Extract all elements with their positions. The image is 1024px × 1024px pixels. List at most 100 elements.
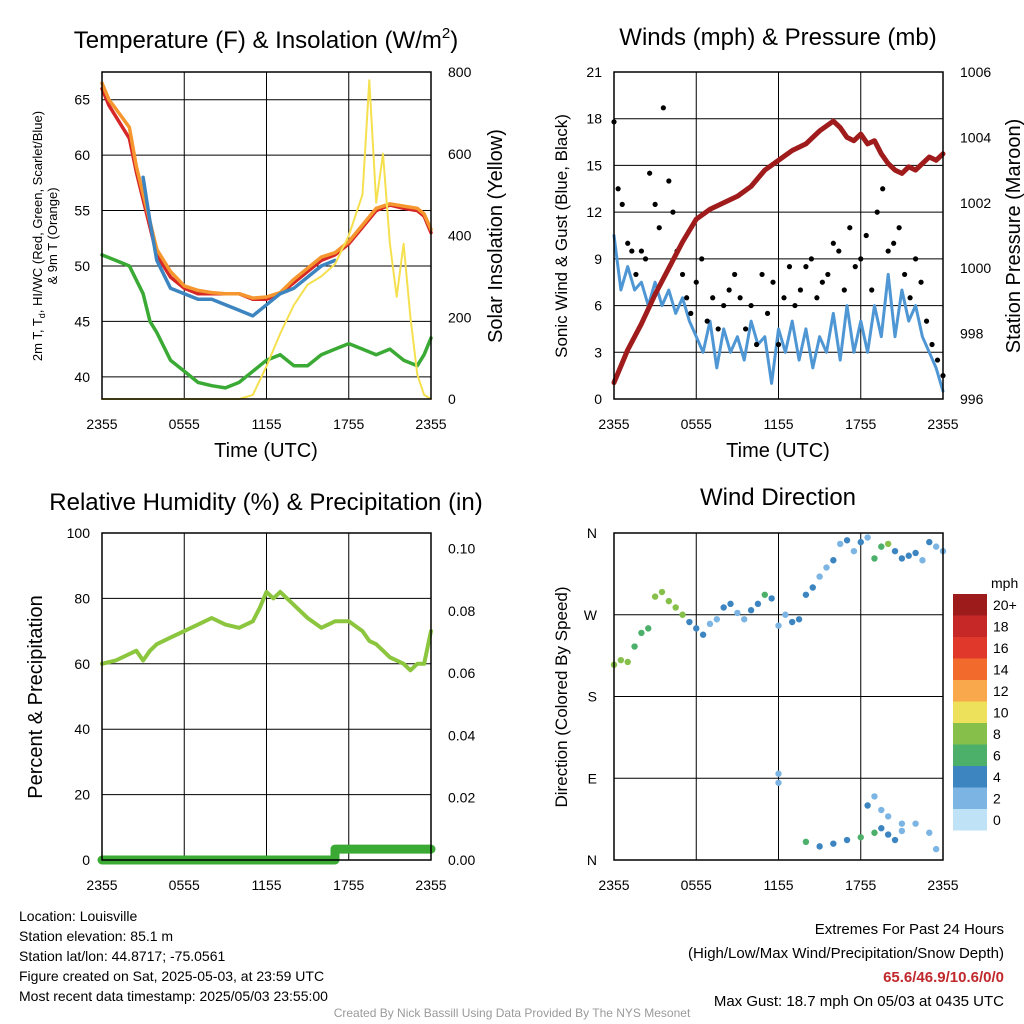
y2-tick-label: 1006 bbox=[960, 64, 991, 80]
direction-point bbox=[912, 820, 919, 827]
direction-point bbox=[775, 779, 782, 786]
y-tick-label: 80 bbox=[74, 590, 90, 606]
legend-label: 8 bbox=[993, 726, 1001, 742]
extremes-subtitle: (High/Low/Max Wind/Precipitation/Snow De… bbox=[688, 945, 1004, 962]
legend-label: 14 bbox=[993, 662, 1009, 678]
gust-point bbox=[625, 240, 631, 246]
direction-point bbox=[802, 838, 810, 846]
direction-point bbox=[905, 552, 912, 559]
direction-point bbox=[836, 540, 844, 548]
gust-point bbox=[704, 318, 710, 324]
gust-point bbox=[642, 256, 649, 262]
direction-point bbox=[857, 834, 864, 841]
temperature-panel: Temperature (F) & Insolation (W/m2) 2355… bbox=[30, 25, 507, 462]
direction-point bbox=[898, 820, 906, 827]
temperature-plot-frame bbox=[101, 71, 432, 400]
hi-wc-line bbox=[141, 175, 337, 318]
direction-point bbox=[727, 600, 734, 608]
gust-point bbox=[891, 240, 897, 246]
y-tick-label: 55 bbox=[74, 203, 90, 219]
gust-point bbox=[633, 271, 639, 278]
temperature-title: Temperature (F) & Insolation (W/m2) bbox=[74, 25, 458, 54]
direction-point bbox=[871, 793, 878, 800]
gust-point bbox=[880, 186, 886, 192]
y-tick-label: 9 bbox=[594, 251, 602, 267]
x-tick-label: 1155 bbox=[763, 877, 793, 893]
winds-tick-labels: 2355 0555 1155 1755 2355 0 3 6 9 12 15 18 21 996 998 10… bbox=[586, 64, 991, 432]
humidity-gridlines bbox=[101, 532, 432, 861]
direction-point bbox=[658, 588, 666, 596]
relative-humidity-line bbox=[100, 589, 433, 673]
legend-label: 12 bbox=[993, 683, 1009, 699]
gust-point bbox=[726, 287, 732, 293]
direction-point bbox=[699, 631, 707, 638]
gust-point bbox=[885, 248, 891, 254]
y-tick-label: 65 bbox=[74, 92, 90, 108]
humidity-title: Relative Humidity (%) & Precipitation (i… bbox=[49, 489, 482, 516]
legend-swatch bbox=[953, 766, 987, 788]
direction-point bbox=[871, 555, 878, 562]
temperature-ylabel-left: 2m T, Td, HI/WC (Red, Green, Scarlet/Blu… bbox=[30, 111, 47, 361]
legend-swatch bbox=[953, 723, 987, 745]
legend-swatch bbox=[953, 787, 987, 809]
direction-point bbox=[651, 593, 659, 600]
gust-point bbox=[629, 248, 635, 254]
direction-point bbox=[871, 829, 878, 836]
legend-swatch bbox=[953, 809, 987, 831]
y-tick-label: 0 bbox=[594, 391, 602, 407]
direction-point bbox=[830, 557, 837, 564]
direction-point bbox=[679, 611, 686, 618]
created-text: Figure created on Sat, 2025-05-03, at 23… bbox=[19, 968, 325, 984]
direction-point bbox=[919, 557, 926, 564]
x-tick-label: 1155 bbox=[763, 416, 793, 432]
gust-point bbox=[679, 271, 686, 278]
temperature-ylabel-right: Solar Insolation (Yellow) bbox=[485, 129, 507, 343]
legend-label: 10 bbox=[993, 705, 1009, 721]
y2-tick-label: 800 bbox=[448, 64, 472, 80]
direction-point bbox=[884, 831, 892, 838]
direction-point bbox=[884, 540, 892, 548]
latlon-text: Station lat/lon: 44.8717; -75.0561 bbox=[19, 948, 226, 964]
winds-xlabel: Time (UTC) bbox=[726, 440, 830, 462]
direction-point bbox=[631, 643, 638, 650]
station-pressure-line bbox=[611, 118, 946, 386]
direction-point bbox=[617, 656, 625, 664]
direction-point bbox=[795, 616, 803, 623]
gust-point bbox=[803, 264, 809, 270]
direction-point bbox=[898, 555, 906, 562]
direction-point bbox=[775, 622, 782, 629]
x-tick-label: 0555 bbox=[169, 877, 200, 893]
gust-point bbox=[918, 279, 924, 285]
gust-point bbox=[721, 302, 727, 309]
direction-point bbox=[706, 620, 714, 628]
winds-ylabel-right: Station Pressure (Maroon) bbox=[1003, 119, 1024, 354]
y2-tick-label: 200 bbox=[448, 309, 472, 325]
sonic-wind-line bbox=[612, 234, 945, 393]
direction-point bbox=[830, 840, 837, 847]
direction-point bbox=[926, 829, 933, 836]
direction-point bbox=[693, 625, 700, 632]
x-tick-label: 0555 bbox=[681, 416, 712, 432]
y2-tick-label: 0.10 bbox=[448, 541, 475, 557]
gust-point bbox=[737, 295, 743, 301]
direction-point bbox=[713, 616, 721, 623]
direction-point bbox=[761, 591, 768, 598]
y2-tick-label: 600 bbox=[448, 146, 472, 162]
gust-point bbox=[814, 295, 820, 301]
extremes-block: Extremes For Past 24 Hours (High/Low/Max… bbox=[688, 918, 1004, 1014]
gust-point bbox=[934, 357, 941, 363]
gust-point bbox=[836, 248, 842, 254]
direction-point bbox=[878, 806, 885, 814]
legend-swatch bbox=[953, 594, 987, 616]
y2-tick-label: 0.06 bbox=[448, 665, 475, 681]
humidity-panel: Relative Humidity (%) & Precipitation (i… bbox=[25, 489, 483, 893]
gust-point bbox=[660, 105, 666, 111]
gust-point bbox=[710, 295, 716, 301]
gust-point bbox=[615, 186, 621, 192]
y-tick-label: 6 bbox=[594, 298, 602, 314]
x-tick-label: 0555 bbox=[681, 877, 712, 893]
x-tick-label: 1155 bbox=[251, 416, 281, 432]
9m-t-line bbox=[100, 81, 433, 300]
